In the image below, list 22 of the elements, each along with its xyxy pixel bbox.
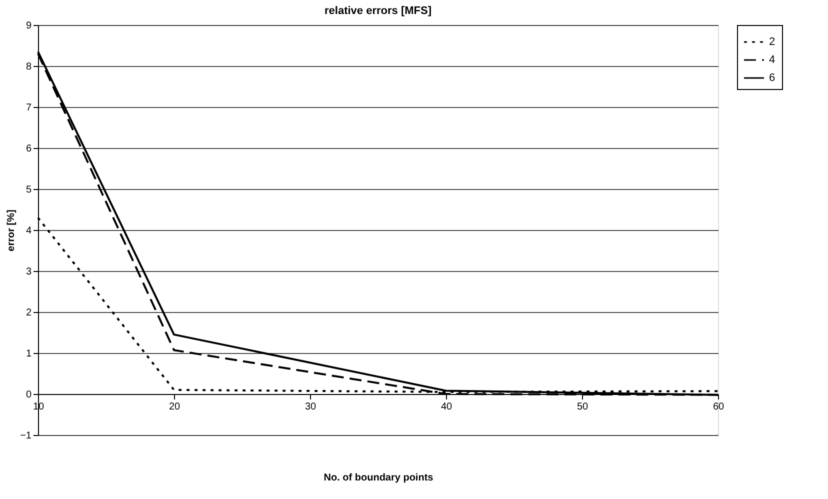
y-tick-label: 6 [26, 144, 32, 154]
legend-label: 4 [769, 54, 776, 66]
y-tick-label: 4 [26, 226, 32, 236]
y-tick-label: 2 [26, 308, 32, 318]
y-tick-label: 8 [26, 62, 32, 72]
y-tick-label: 7 [26, 102, 32, 114]
y-tick-label: 3 [26, 266, 32, 278]
x-tick-label: 40 [440, 402, 452, 412]
x-tick-label: 60 [712, 402, 724, 412]
x-axis-title: No. of boundary points [324, 472, 434, 484]
x-tick-label: 30 [304, 402, 316, 412]
x-tick-label: 50 [576, 402, 588, 412]
y-tick-label: 1 [26, 348, 32, 360]
x-tick-label: 20 [168, 402, 180, 412]
y-tick-label: 9 [26, 20, 32, 32]
legend-label: 2 [769, 36, 776, 48]
legend-label: 6 [769, 72, 776, 84]
y-tick-label: −1 [20, 430, 32, 442]
y-tick-label: 0 [26, 390, 32, 400]
y-tick-label: 5 [26, 184, 32, 196]
y-axis-title: error [%] [6, 210, 18, 252]
chart-title: relative errors [MFS] [324, 5, 432, 17]
